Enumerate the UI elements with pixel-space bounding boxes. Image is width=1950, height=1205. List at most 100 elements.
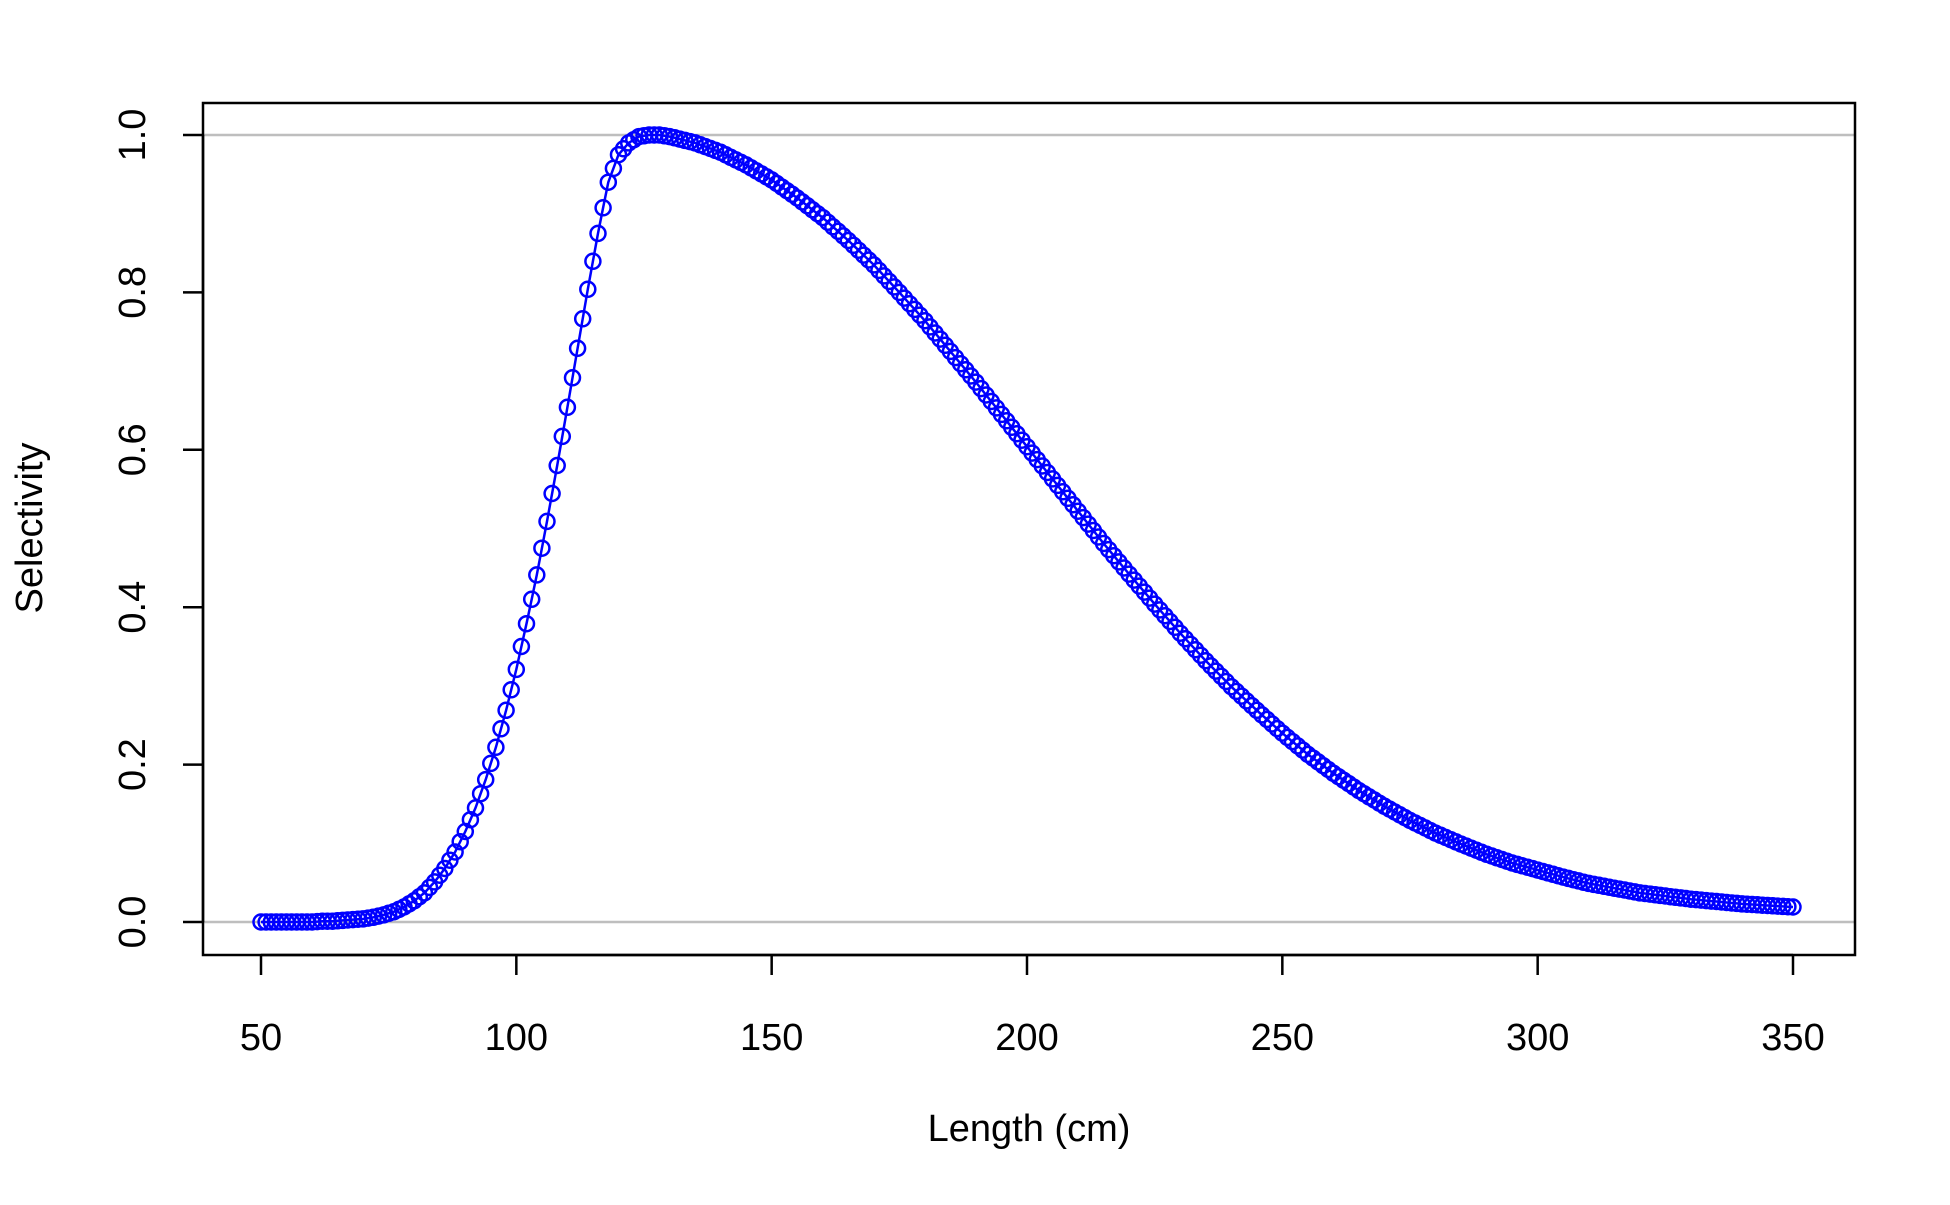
data-point — [487, 738, 505, 757]
data-point — [1242, 696, 1261, 715]
x-tick-label: 300 — [1506, 1017, 1569, 1059]
x-tick-label: 150 — [740, 1017, 803, 1059]
data-point — [1171, 624, 1189, 642]
data-point — [911, 306, 929, 324]
data-point — [1784, 898, 1802, 916]
data-point — [1263, 715, 1281, 733]
data-point — [844, 236, 863, 255]
data-point — [522, 590, 541, 609]
data-point — [1288, 737, 1307, 755]
data-point — [1232, 687, 1251, 705]
data-point — [538, 512, 556, 531]
y-tick-label: 0.2 — [112, 738, 154, 791]
data-point — [482, 754, 500, 773]
data-point — [568, 339, 587, 358]
data-point — [900, 294, 919, 313]
data-point — [584, 252, 602, 271]
data-point — [476, 770, 495, 789]
data-point — [446, 843, 464, 861]
data-point — [880, 272, 898, 291]
data-point — [1196, 651, 1215, 670]
data-point — [563, 369, 582, 387]
data-point — [420, 878, 439, 897]
x-tick-label: 200 — [995, 1017, 1058, 1059]
x-tick-label: 350 — [1761, 1017, 1824, 1059]
data-point — [1191, 646, 1210, 664]
data-point — [502, 681, 520, 699]
data-point — [497, 701, 515, 720]
data-point — [859, 251, 878, 269]
plot-frame — [201, 101, 1857, 957]
data-point — [548, 456, 566, 475]
data-point — [824, 218, 842, 236]
series-line — [261, 133, 1794, 924]
data-point — [558, 398, 577, 417]
data-point — [1774, 897, 1792, 916]
y-tick-label: 0.0 — [112, 896, 154, 949]
data-point — [1181, 635, 1200, 653]
y-tick-label: 1.0 — [112, 109, 154, 162]
data-point — [415, 884, 434, 902]
data-point — [533, 539, 551, 557]
series-layer — [252, 126, 1802, 931]
data-point — [1268, 719, 1286, 738]
data-point — [492, 720, 510, 738]
data-point — [1273, 724, 1292, 742]
data-point — [813, 208, 832, 227]
data-point — [1779, 897, 1797, 916]
data-point — [573, 310, 592, 328]
data-point — [875, 267, 893, 285]
data-point — [819, 213, 837, 231]
data-point — [865, 256, 883, 274]
data-point — [849, 241, 868, 259]
data-point — [808, 204, 827, 223]
data-point — [1222, 677, 1241, 696]
data-point — [1227, 682, 1246, 701]
data-point — [885, 278, 903, 296]
data-point — [834, 227, 852, 245]
data-point — [528, 566, 546, 584]
y-axis-label: Selectivity — [9, 442, 51, 613]
data-point — [1248, 701, 1266, 720]
data-point — [1253, 706, 1271, 724]
data-point — [589, 224, 607, 243]
x-axis: 50 100 150 200 250 300 350 — [240, 953, 1825, 1059]
data-point — [594, 199, 612, 217]
data-point — [870, 261, 888, 280]
y-tick-label: 0.8 — [112, 266, 154, 319]
data-point — [1186, 640, 1205, 659]
data-point — [905, 300, 924, 319]
reference-lines — [203, 133, 1855, 924]
data-point — [517, 614, 536, 633]
data-point — [890, 283, 909, 302]
data-point — [1207, 662, 1225, 680]
data-point — [1278, 728, 1297, 747]
data-point — [553, 427, 572, 446]
data-point — [854, 246, 873, 264]
y-axis: 0.0 0.2 0.4 0.6 0.8 1.0 — [112, 109, 205, 949]
data-point — [1283, 732, 1302, 751]
data-point — [410, 888, 429, 906]
data-point — [839, 231, 858, 250]
x-tick-label: 250 — [1251, 1017, 1314, 1059]
data-point — [829, 222, 847, 241]
y-tick-label: 0.4 — [112, 581, 154, 634]
x-axis-label: Length (cm) — [928, 1108, 1131, 1150]
data-point — [895, 289, 914, 307]
data-point — [1237, 692, 1256, 710]
data-point — [543, 484, 561, 503]
data-point — [1202, 657, 1220, 675]
data-point — [512, 637, 531, 656]
data-point — [1212, 667, 1230, 686]
y-tick-label: 0.6 — [112, 423, 154, 476]
data-point — [579, 280, 597, 299]
data-point — [451, 832, 469, 851]
x-tick-label: 50 — [240, 1017, 282, 1059]
data-point — [507, 660, 526, 679]
x-tick-label: 100 — [485, 1017, 548, 1059]
data-point — [1217, 672, 1235, 691]
data-point — [1258, 710, 1276, 729]
data-point — [1176, 629, 1195, 648]
